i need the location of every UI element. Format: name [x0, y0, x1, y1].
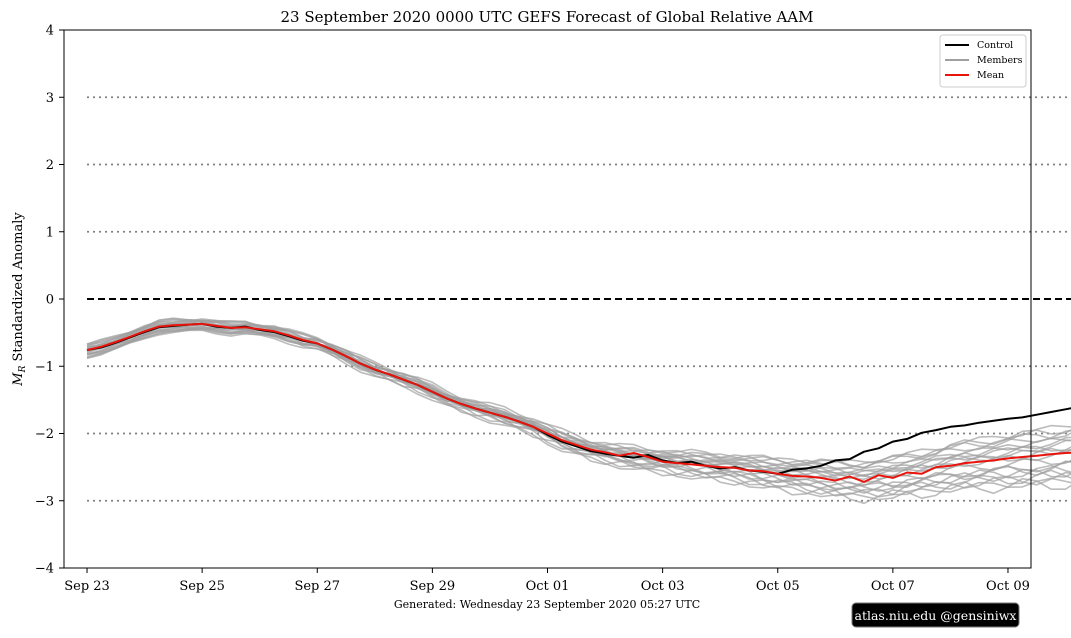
x-tick-label: Sep 25: [179, 579, 225, 594]
y-tick-label: 1: [46, 225, 54, 240]
x-tick-label: Oct 05: [756, 579, 800, 594]
x-tick-label: Sep 29: [410, 579, 456, 594]
legend: Control Members Mean: [939, 34, 1027, 88]
x-axis-ticks: Sep 23 Sep 25 Sep 27 Sep 29 Oct 01 Oct 03 Oct …: [64, 568, 1030, 594]
y-tick-label: 2: [46, 158, 54, 173]
y-tick-label: 0: [46, 293, 54, 308]
y-axis-label: MR Standardized Anomaly: [11, 212, 28, 387]
legend-label-mean: Mean: [977, 70, 1004, 81]
member-line: [86, 318, 1071, 469]
legend-label-members: Members: [977, 55, 1023, 66]
attribution-badge-bg: [851, 602, 1020, 628]
x-tick-label: Oct 07: [871, 579, 915, 594]
member-line: [86, 327, 1071, 490]
y-tick-label: −4: [35, 562, 54, 577]
y-tick-label: −1: [35, 360, 54, 375]
y-axis-label-symbol: M: [11, 372, 26, 387]
y-tick-label: 4: [46, 24, 54, 39]
member-line: [86, 329, 1071, 501]
y-tick-label: 3: [46, 91, 54, 106]
y-axis-label-subscript: R: [18, 365, 28, 373]
member-lines: [86, 317, 1071, 505]
legend-label-control: Control: [977, 40, 1013, 51]
attribution-badge: atlas.niu.edu @gensiniwx: [851, 602, 1020, 628]
reference-lines: [87, 96, 1071, 502]
control-and-mean-lines: [86, 322, 1071, 483]
x-tick-label: Oct 03: [641, 579, 685, 594]
generated-timestamp: Generated: Wednesday 23 September 2020 0…: [394, 598, 700, 611]
mean-line: [86, 322, 1071, 483]
x-tick-label: Sep 23: [64, 579, 110, 594]
y-tick-label: −2: [35, 427, 54, 442]
member-line: [86, 324, 1071, 505]
attribution-badge-text: atlas.niu.edu @gensiniwx: [855, 608, 1017, 623]
y-tick-label: −3: [35, 494, 54, 509]
x-tick-label: Oct 09: [986, 579, 1030, 594]
x-tick-label: Oct 01: [526, 579, 570, 594]
y-axis-ticks: 4 3 2 1 0 −1 −2 −3 −4: [35, 24, 64, 577]
control-line: [86, 322, 1071, 475]
member-line: [86, 325, 1071, 477]
y-axis-label-words: Standardized Anomaly: [11, 212, 26, 362]
chart-title: 23 September 2020 0000 UTC GEFS Forecast…: [281, 8, 814, 26]
x-tick-label: Sep 27: [294, 579, 340, 594]
member-line: [86, 318, 1071, 480]
